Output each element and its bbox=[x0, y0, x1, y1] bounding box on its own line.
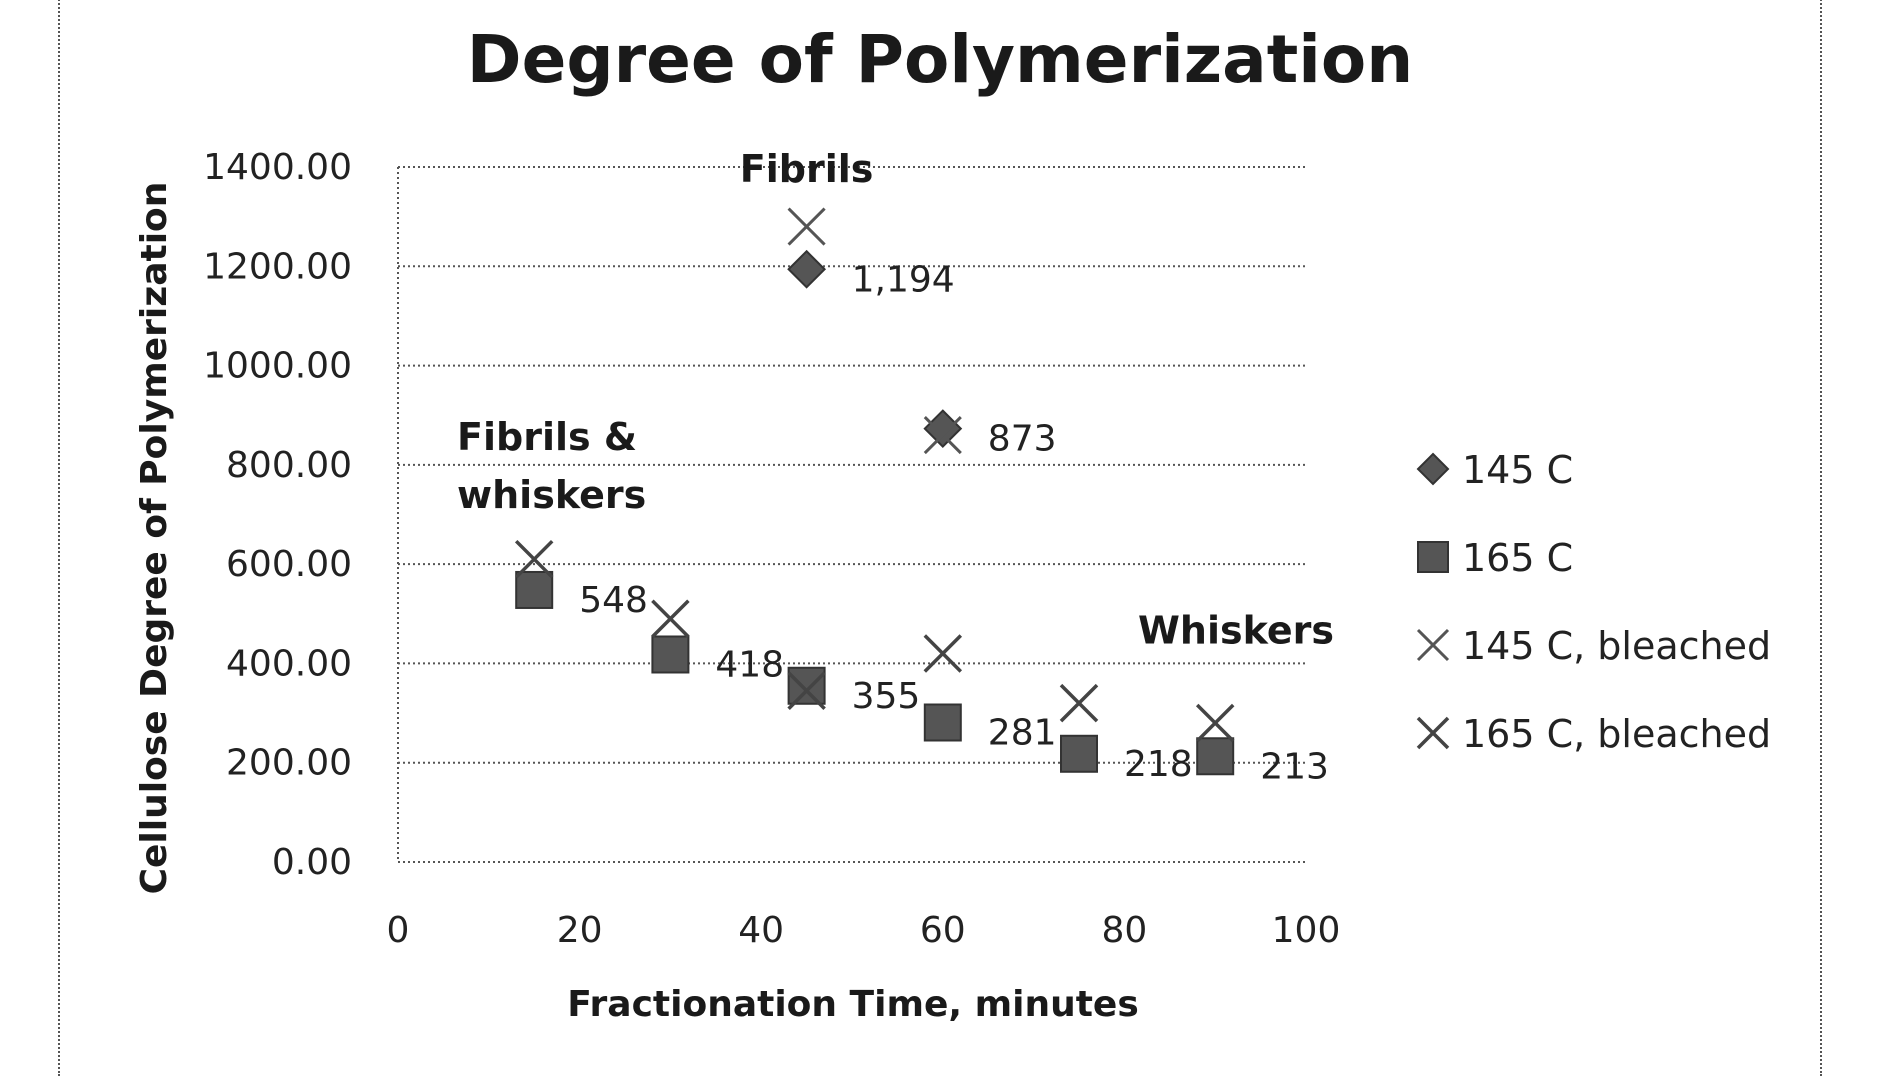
point-square bbox=[516, 572, 552, 608]
annotation-line: Fibrils & bbox=[457, 415, 637, 459]
data-label: 213 bbox=[1260, 746, 1329, 787]
point-x bbox=[652, 601, 688, 637]
legend-label: 165 C, bleached bbox=[1462, 712, 1771, 756]
x-tick-label: 100 bbox=[1272, 910, 1341, 951]
y-tick-label: 1000.00 bbox=[203, 346, 352, 387]
y-tick-label: 0.00 bbox=[272, 842, 352, 883]
legend-marker-diamond bbox=[1418, 454, 1448, 484]
point-square bbox=[652, 636, 688, 672]
legend-label: 165 C bbox=[1462, 536, 1573, 580]
annotation: Whiskers bbox=[1138, 609, 1334, 653]
point-x bbox=[925, 636, 961, 672]
point-square bbox=[1197, 738, 1233, 774]
point-diamond bbox=[789, 251, 825, 287]
chart-title: Degree of Polymerization bbox=[467, 21, 1413, 98]
data-label: 218 bbox=[1124, 744, 1193, 785]
data-label: 873 bbox=[988, 419, 1057, 460]
x-tick-label: 80 bbox=[1101, 910, 1147, 951]
data-label: 1,194 bbox=[852, 259, 955, 300]
point-square bbox=[1061, 736, 1097, 772]
y-tick-label: 400.00 bbox=[226, 643, 352, 684]
y-tick-label: 800.00 bbox=[226, 445, 352, 486]
legend-marker-x bbox=[1418, 718, 1448, 748]
data-label: 418 bbox=[715, 644, 784, 685]
data-label: 355 bbox=[852, 676, 921, 717]
y-tick-label: 1200.00 bbox=[203, 246, 352, 287]
point-x bbox=[1197, 705, 1233, 741]
legend-label: 145 C bbox=[1462, 448, 1573, 492]
x-tick-label: 20 bbox=[557, 910, 603, 951]
legend-marker-x-thin bbox=[1418, 630, 1448, 660]
legend-marker-square bbox=[1418, 542, 1448, 572]
x-tick-label: 40 bbox=[738, 910, 784, 951]
y-tick-label: 200.00 bbox=[226, 743, 352, 784]
annotations: Fibrils Fibrils & whiskers Whiskers bbox=[457, 147, 1334, 653]
annotation: Fibrils & whiskers bbox=[457, 415, 646, 517]
legend-label: 145 C, bleached bbox=[1462, 624, 1771, 668]
annotation: Fibrils bbox=[740, 147, 874, 191]
point-square bbox=[789, 668, 825, 704]
data-label: 281 bbox=[988, 713, 1057, 754]
point-x-thin bbox=[789, 209, 825, 245]
point-x bbox=[1061, 685, 1097, 721]
y-axis-label: Cellulose Degree of Polymerization bbox=[134, 182, 175, 895]
annotation-line: whiskers bbox=[457, 473, 646, 517]
point-diamond bbox=[925, 411, 961, 447]
data-label: 548 bbox=[579, 580, 648, 621]
x-tick-label: 60 bbox=[920, 910, 966, 951]
y-tick-label: 1400.00 bbox=[203, 147, 352, 188]
x-axis-label: Fractionation Time, minutes bbox=[567, 984, 1139, 1025]
legend: 145 C 165 C 145 C, bleached 165 C, bleached bbox=[1418, 448, 1771, 756]
annotation-line: Whiskers bbox=[1138, 609, 1334, 653]
x-tick-label: 0 bbox=[387, 910, 410, 951]
annotation-line: Fibrils bbox=[740, 147, 874, 191]
x-axis-ticks: 0 20 40 60 80 100 bbox=[387, 910, 1341, 951]
point-square bbox=[925, 705, 961, 741]
y-axis-ticks: 0.00 200.00 400.00 600.00 800.00 1000.00 1200.… bbox=[203, 147, 352, 883]
y-tick-label: 600.00 bbox=[226, 544, 352, 585]
